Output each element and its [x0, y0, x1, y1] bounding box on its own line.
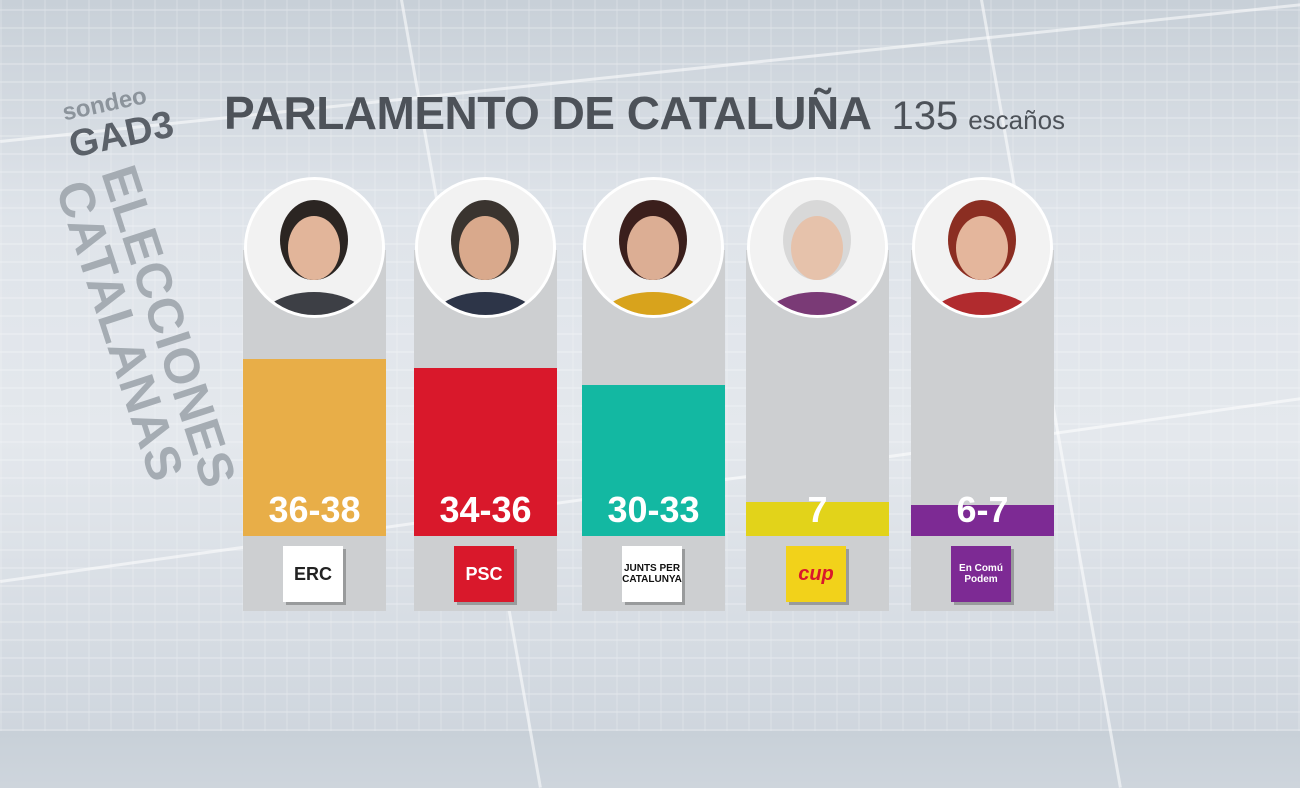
party-logo-text: ERC — [293, 563, 332, 584]
portrait-icon — [912, 177, 1053, 318]
data-label: 7 — [807, 489, 828, 530]
party-column: 6-7 En Comú Podem — [911, 177, 1054, 611]
seats-unit: escaños — [968, 105, 1066, 135]
party-logo: PSC — [454, 546, 514, 602]
portrait-icon — [583, 177, 724, 318]
data-label: 6-7 — [956, 489, 1009, 530]
data-label: 34-36 — [439, 489, 532, 530]
bar: 7 — [746, 492, 889, 536]
chart-title-block: PARLAMENTO DE CATALUÑA 135 escaños — [224, 86, 1065, 140]
party-logo: JUNTS PER CATALUNYA — [622, 546, 682, 602]
total-seats: 135 — [891, 94, 959, 138]
data-label: 30-33 — [607, 489, 700, 530]
data-label: 36-38 — [268, 489, 361, 530]
portrait-icon — [747, 177, 888, 318]
party-logo-text: En Comú Podem — [959, 563, 1003, 585]
party-logo-area: En Comú Podem — [911, 536, 1054, 611]
portrait-icon — [244, 177, 385, 318]
party-column: 7 cup — [746, 177, 889, 611]
portrait-icon — [415, 177, 556, 318]
party-column: 30-33 JUNTS PER CATALUNYA — [582, 177, 725, 611]
party-logo: ERC — [283, 546, 343, 602]
bar: 34-36 — [414, 368, 557, 536]
party-logo: En Comú Podem — [951, 546, 1011, 602]
bar: 36-38 — [243, 359, 386, 536]
party-logo-area: ERC — [243, 536, 386, 611]
bar: 30-33 — [582, 385, 725, 536]
party-logo-text: cup — [798, 562, 834, 585]
party-logo-text: JUNTS PER CATALUNYA — [622, 563, 682, 585]
chart-title: PARLAMENTO DE CATALUÑA — [224, 87, 872, 139]
party-logo-area: PSC — [414, 536, 557, 611]
party-logo-text: PSC — [465, 563, 503, 584]
party-logo-area: JUNTS PER CATALUNYA — [582, 536, 725, 611]
party-logo: cup — [786, 546, 846, 602]
party-logo-area: cup — [746, 536, 889, 611]
party-column: 34-36 PSC — [414, 177, 557, 611]
party-column: 36-38 ERC — [243, 177, 386, 611]
bar: 6-7 — [911, 492, 1054, 536]
